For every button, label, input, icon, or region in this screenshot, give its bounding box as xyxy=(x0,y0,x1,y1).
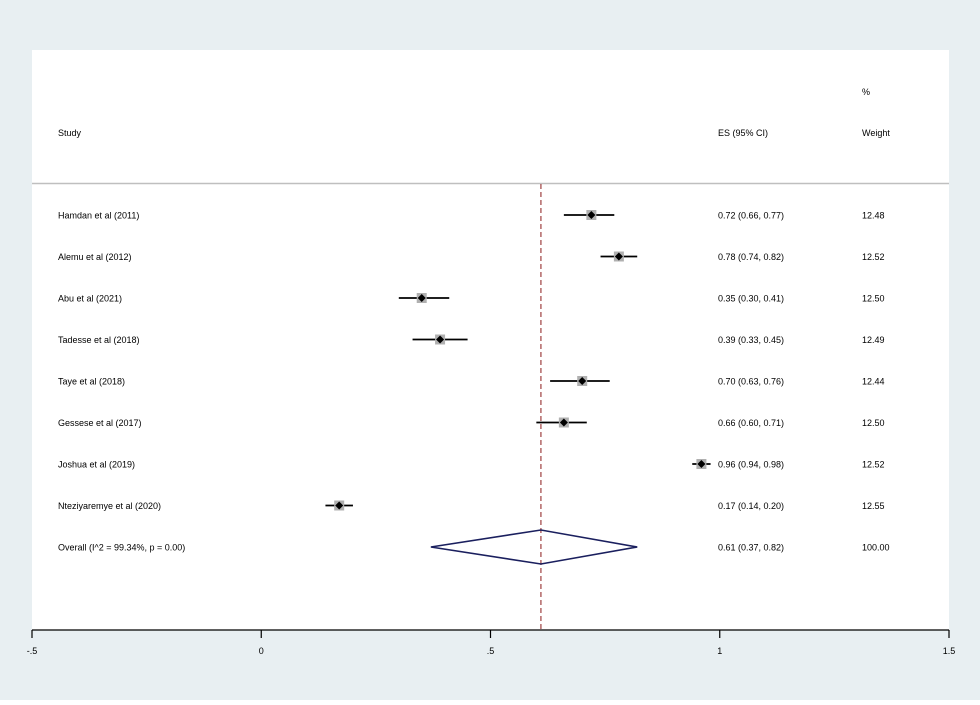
study-label: Taye et al (2018) xyxy=(58,377,125,387)
overall-weight: 100.00 xyxy=(862,543,890,553)
point-estimate-marker xyxy=(614,252,623,261)
study-weight: 12.49 xyxy=(862,335,885,345)
point-estimate-marker xyxy=(587,211,596,219)
overall-effect-size-ci: 0.61 (0.37, 0.82) xyxy=(718,543,784,553)
study-weight: 12.52 xyxy=(862,460,885,470)
study-weight: 12.48 xyxy=(862,211,885,221)
study-weight: 12.50 xyxy=(862,418,885,428)
study-weight: 12.55 xyxy=(862,501,885,511)
effect-size-ci: 0.39 (0.33, 0.45) xyxy=(718,335,784,345)
study-row: Nteziyaremye et al (2020) 0.17 (0.14, 0.2… xyxy=(58,500,885,511)
overall-row: Overall (I^2 = 99.34%, p = 0.00) 0.61 (0.… xyxy=(58,529,890,565)
study-row: Hamdan et al (2011) 0.72 (0.66, 0.77) 12.4… xyxy=(58,210,885,221)
effect-size-ci: 0.35 (0.30, 0.41) xyxy=(718,294,784,304)
study-weight: 12.52 xyxy=(862,252,885,262)
effect-size-ci: 0.66 (0.60, 0.71) xyxy=(718,418,784,428)
plot-area xyxy=(32,50,949,630)
study-row: Alemu et al (2012) 0.78 (0.74, 0.82) 12.52 xyxy=(58,251,885,262)
effect-size-ci: 0.72 (0.66, 0.77) xyxy=(718,211,784,221)
x-axis-tick-label: 0 xyxy=(259,646,264,656)
study-label: Joshua et al (2019) xyxy=(58,460,135,470)
study-label: Nteziyaremye et al (2020) xyxy=(58,501,161,511)
point-estimate-marker xyxy=(335,501,344,510)
x-axis-tick-label: 1 xyxy=(717,646,722,656)
study-row: Tadesse et al (2018) 0.39 (0.33, 0.45) 12.… xyxy=(58,334,885,345)
overall-label: Overall (I^2 = 99.34%, p = 0.00) xyxy=(58,543,185,553)
weight-header: Weight xyxy=(862,128,890,138)
study-row: Taye et al (2018) 0.70 (0.63, 0.76) 12.44 xyxy=(58,376,885,387)
point-estimate-marker xyxy=(578,377,587,385)
study-row: Abu et al (2021) 0.35 (0.30, 0.41) 12.50 xyxy=(58,293,885,304)
x-axis: -.5 0 .5 1 1.5 xyxy=(27,629,956,656)
point-estimate-marker xyxy=(697,460,706,468)
study-label: Abu et al (2021) xyxy=(58,294,122,304)
study-header: Study xyxy=(58,128,82,138)
study-weight: 12.50 xyxy=(862,294,885,304)
es-ci-header: ES (95% CI) xyxy=(718,128,768,138)
study-label: Tadesse et al (2018) xyxy=(58,335,140,345)
weight-header-percent: % xyxy=(862,87,870,97)
study-label: Alemu et al (2012) xyxy=(58,252,132,262)
study-weight: 12.44 xyxy=(862,377,885,387)
effect-size-ci: 0.17 (0.14, 0.20) xyxy=(718,501,784,511)
overall-diamond xyxy=(430,529,638,565)
study-label: Hamdan et al (2011) xyxy=(58,211,139,221)
point-estimate-marker xyxy=(559,418,568,427)
point-estimate-marker xyxy=(436,335,445,344)
x-axis-tick-label: .5 xyxy=(487,646,495,656)
point-estimate-marker xyxy=(417,294,426,302)
study-label: Gessese et al (2017) xyxy=(58,418,142,428)
effect-size-ci: 0.96 (0.94, 0.98) xyxy=(718,460,784,470)
effect-size-ci: 0.78 (0.74, 0.82) xyxy=(718,252,784,262)
study-row: Gessese et al (2017) 0.66 (0.60, 0.71) 12.… xyxy=(58,417,885,428)
effect-size-ci: 0.70 (0.63, 0.76) xyxy=(718,377,784,387)
x-axis-tick-label: -.5 xyxy=(27,646,38,656)
study-rows: Hamdan et al (2011) 0.72 (0.66, 0.77) 12.4… xyxy=(58,210,885,511)
study-row: Joshua et al (2019) 0.96 (0.94, 0.98) 12.5… xyxy=(58,459,885,470)
x-axis-tick-label: 1.5 xyxy=(943,646,956,656)
